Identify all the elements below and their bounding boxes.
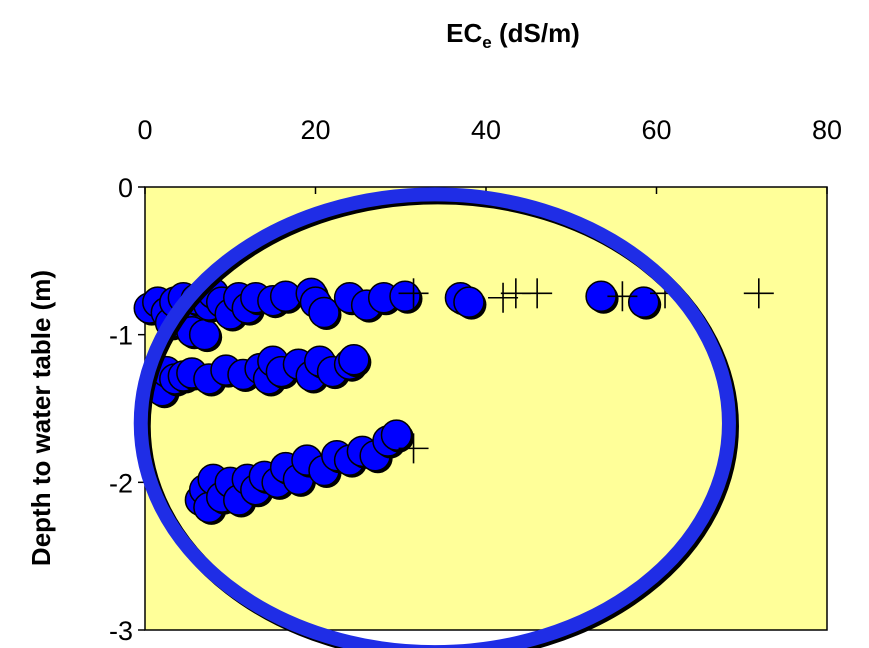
data-point-0-21 — [308, 296, 340, 329]
data-point-0-69 — [380, 419, 413, 451]
plus-point-1-1 — [488, 282, 519, 313]
plus-point-1-7 — [398, 433, 429, 464]
x-tick-label-0: 0 — [137, 115, 152, 145]
y-axis-title: Depth to water table (m) — [26, 270, 56, 566]
plus-point-1-4 — [607, 281, 638, 312]
x-tick-label-1: 20 — [300, 115, 330, 145]
data-point-0-27 — [453, 286, 485, 318]
data-point-0-48 — [338, 344, 370, 376]
highlight-ellipse-0 — [133, 187, 736, 648]
y-tick-label-3: -3 — [109, 616, 133, 646]
data-point-0-25 — [389, 280, 421, 313]
x-tick-label-2: 40 — [471, 115, 501, 145]
y-axis: 0 -1 -2 -3 — [109, 173, 145, 646]
plus-point-1-0 — [398, 278, 429, 309]
data-point-0-29 — [627, 286, 660, 318]
y-tick-label-1: -1 — [109, 321, 133, 351]
x-axis: 0 20 40 60 80 — [137, 115, 842, 194]
x-axis-title: ECe (dS/m) — [446, 18, 580, 52]
data-points — [133, 277, 774, 525]
y-tick-label-0: 0 — [118, 173, 133, 203]
y-tick-label-2: -2 — [109, 468, 133, 498]
x-tick-label-4: 80 — [812, 115, 842, 145]
plus-point-1-6 — [743, 278, 774, 309]
plot-area — [144, 186, 828, 631]
data-point-0-9 — [188, 318, 221, 351]
x-tick-label-3: 60 — [641, 115, 671, 145]
annotation-layer — [133, 187, 739, 648]
plus-point-1-3 — [522, 278, 553, 309]
